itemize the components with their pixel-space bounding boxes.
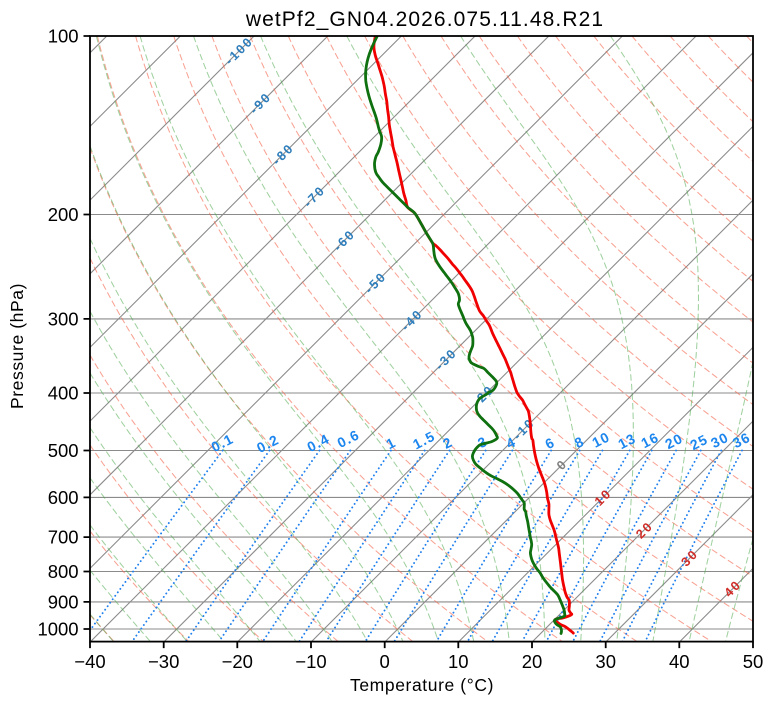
svg-text:700: 700 [48,527,79,548]
svg-text:600: 600 [48,487,79,508]
svg-text:wetPf2_GN04.2026.075.11.48.R21: wetPf2_GN04.2026.075.11.48.R21 [245,8,604,31]
svg-text:−20: −20 [222,651,253,672]
svg-text:500: 500 [48,440,79,461]
svg-text:25: 25 [687,431,710,453]
svg-text:20: 20 [522,651,543,672]
svg-text:13: 13 [615,430,638,452]
svg-text:100: 100 [48,26,79,47]
svg-text:10: 10 [448,651,469,672]
svg-text:40: 40 [669,651,690,672]
svg-text:30: 30 [708,429,731,451]
svg-text:800: 800 [48,561,79,582]
svg-text:200: 200 [48,204,79,225]
svg-text:−40: −40 [74,651,105,672]
svg-text:20: 20 [662,430,685,452]
svg-text:Pressure (hPa): Pressure (hPa) [7,283,27,409]
svg-text:300: 300 [48,308,79,329]
svg-text:10: 10 [589,428,612,450]
svg-text:−30: −30 [148,651,179,672]
svg-text:16: 16 [638,429,661,451]
svg-text:0: 0 [380,651,390,672]
svg-text:400: 400 [48,383,79,404]
svg-text:−10: −10 [295,651,326,672]
svg-text:50: 50 [743,651,764,672]
svg-text:1000: 1000 [37,619,78,640]
svg-text:36: 36 [730,429,753,451]
svg-text:Temperature (°C): Temperature (°C) [350,675,494,695]
svg-text:900: 900 [48,591,79,612]
svg-text:30: 30 [595,651,616,672]
